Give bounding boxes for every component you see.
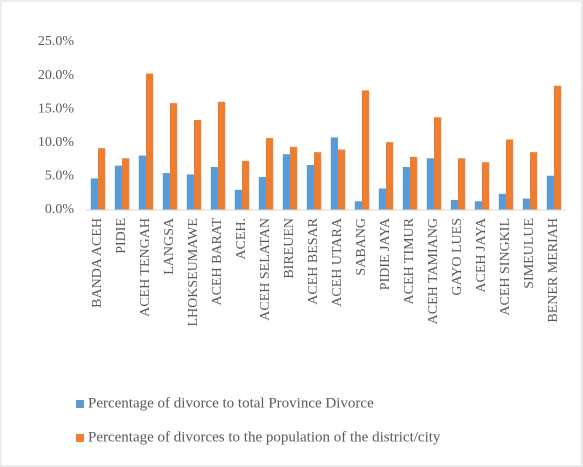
bar bbox=[458, 158, 466, 210]
y-tick-label: 15.0% bbox=[38, 101, 75, 116]
bar bbox=[266, 138, 274, 210]
legend-label: Percentage of divorces to the population… bbox=[88, 429, 441, 445]
bar bbox=[378, 188, 386, 210]
x-tick-label: GAYO LUES bbox=[450, 218, 465, 296]
bar bbox=[498, 193, 506, 210]
legend-swatch bbox=[76, 400, 84, 408]
y-tick-label: 20.0% bbox=[38, 68, 75, 83]
bar bbox=[474, 201, 482, 210]
y-tick-label: 25.0% bbox=[38, 34, 75, 49]
bar bbox=[338, 149, 346, 210]
bar bbox=[210, 166, 218, 210]
bar bbox=[410, 156, 418, 210]
x-tick-label: ACEH JAYA bbox=[474, 217, 489, 292]
x-tick-label: SIMEULUE bbox=[522, 218, 537, 289]
y-tick-label: 10.0% bbox=[38, 135, 75, 150]
x-tick-label: ACEH. bbox=[234, 218, 249, 260]
legend-label: Percentage of divorce to total Province … bbox=[88, 395, 374, 411]
x-tick-label: SABANG bbox=[354, 218, 369, 276]
legend: Percentage of divorce to total Province … bbox=[76, 395, 441, 445]
bar bbox=[146, 73, 154, 210]
bar bbox=[546, 175, 554, 210]
x-tick-label: BIREUEN bbox=[282, 218, 297, 279]
x-tick-label: ACEH TENGAH bbox=[138, 218, 153, 317]
x-tick-label: ACEH SELATAN bbox=[258, 218, 273, 321]
x-tick-label: LHOKSEUMAWE bbox=[186, 218, 201, 327]
bar bbox=[234, 189, 242, 210]
bar bbox=[434, 117, 442, 210]
x-tick-label: ACEH UTARA bbox=[330, 217, 345, 307]
bar bbox=[138, 155, 146, 210]
bar bbox=[314, 152, 322, 210]
bar bbox=[362, 90, 370, 210]
bar bbox=[530, 152, 538, 210]
bar bbox=[506, 139, 514, 210]
bar bbox=[482, 162, 490, 210]
x-tick-label: ACEH BESAR bbox=[306, 217, 321, 304]
bar bbox=[282, 154, 290, 210]
bar bbox=[194, 119, 202, 210]
bar bbox=[98, 148, 106, 210]
bar bbox=[522, 198, 530, 210]
x-tick-label: ACEH TAMIANG bbox=[426, 218, 441, 324]
bar bbox=[186, 174, 194, 210]
y-tick-label: 5.0% bbox=[45, 169, 75, 184]
bar bbox=[122, 158, 130, 210]
y-tick-label: 0.0% bbox=[45, 202, 75, 217]
x-tick-label: LANGSA bbox=[162, 217, 177, 275]
x-tick-label: PIDIE JAYA bbox=[378, 217, 393, 290]
bar bbox=[218, 101, 226, 210]
bar bbox=[354, 201, 362, 210]
bar bbox=[242, 160, 250, 210]
bar bbox=[162, 173, 170, 210]
bar bbox=[90, 178, 98, 210]
bar bbox=[114, 165, 122, 210]
bar bbox=[386, 142, 394, 210]
x-tick-label: ACEH TIMUR bbox=[402, 217, 417, 304]
x-tick-label: ACEH BARAT bbox=[210, 218, 225, 306]
x-tick-label: ACEH SINGKIL bbox=[498, 218, 513, 316]
bar bbox=[290, 146, 298, 210]
bar bbox=[450, 199, 458, 210]
bar bbox=[258, 177, 266, 210]
legend-swatch bbox=[76, 434, 84, 442]
bar bbox=[330, 137, 338, 210]
bar bbox=[554, 85, 562, 210]
bar bbox=[402, 166, 410, 210]
bar bbox=[426, 158, 434, 210]
x-tick-label: BANDA ACEH bbox=[90, 218, 105, 308]
bar bbox=[170, 103, 178, 210]
bar bbox=[306, 164, 314, 210]
x-tick-label: BENER MERIAH bbox=[546, 218, 561, 323]
x-tick-label: PIDIE bbox=[114, 218, 129, 254]
